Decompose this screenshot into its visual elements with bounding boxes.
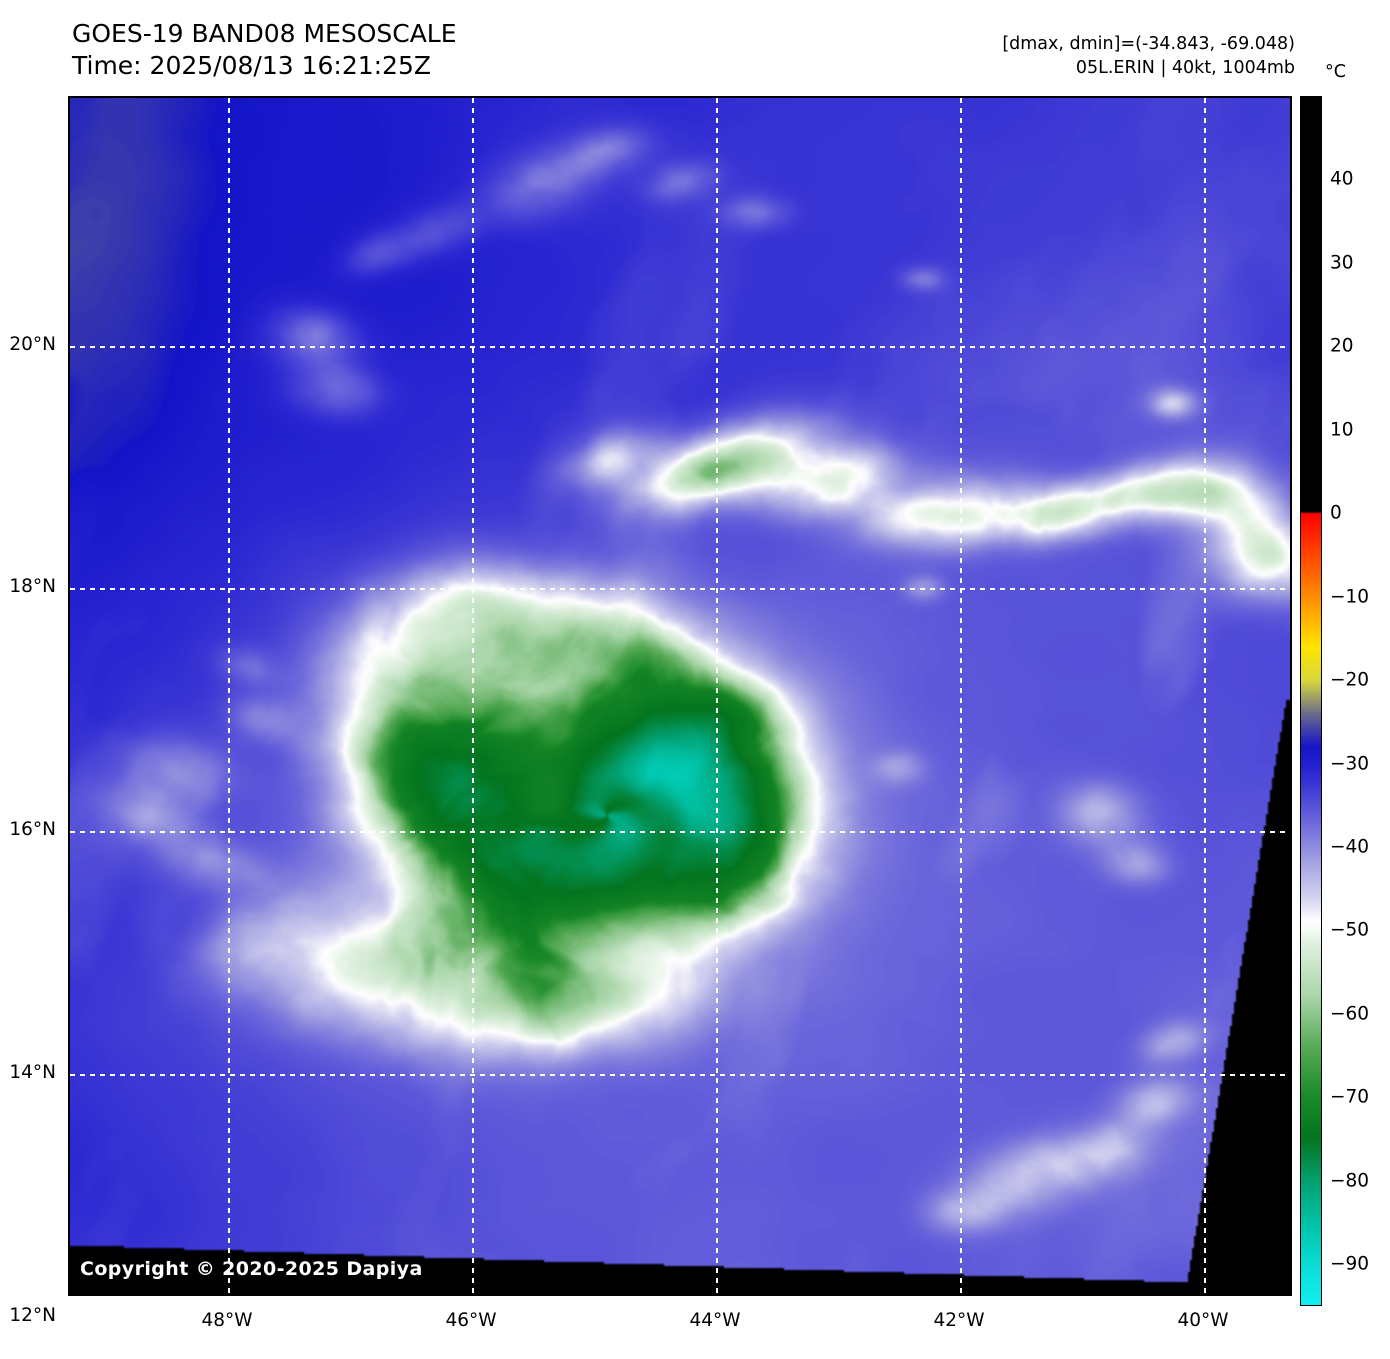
colorbar-tick-6: −20 <box>1330 669 1370 691</box>
colorbar-tick-3: 10 <box>1330 419 1354 441</box>
colorbar-tick-10: −60 <box>1330 1003 1370 1025</box>
longitude-tick-2: 44°W <box>689 1310 741 1331</box>
storm-info-label: 05L.ERIN | 40kt, 1004mb <box>1075 58 1295 78</box>
latitude-tick-0: 20°N <box>9 334 56 355</box>
colorbar-tick-13: −90 <box>1330 1253 1370 1275</box>
longitude-tick-0: 48°W <box>201 1310 253 1331</box>
header-left-block: GOES-19 BAND08 MESOSCALE Time: 2025/08/1… <box>72 18 457 82</box>
latitude-tick-4: 12°N <box>9 1305 56 1326</box>
colorbar-unit-label: °C <box>1325 62 1346 82</box>
header-right-block: [dmax, dmin]=(-34.843, -69.048) 05L.ERIN… <box>1002 32 1295 80</box>
copyright-label: Copyright © 2020-2025 Dapiya <box>80 1258 423 1280</box>
colorbar-tick-0: 40 <box>1330 168 1354 190</box>
colorbar-tick-9: −50 <box>1330 919 1370 941</box>
colorbar-tick-12: −80 <box>1330 1170 1370 1192</box>
colorbar-tick-2: 20 <box>1330 335 1354 357</box>
colorbar-tick-11: −70 <box>1330 1086 1370 1108</box>
latitude-tick-3: 14°N <box>9 1062 56 1083</box>
colorbar-tick-4: 0 <box>1330 502 1342 524</box>
colorbar-tick-5: −10 <box>1330 586 1370 608</box>
data-range-label: [dmax, dmin]=(-34.843, -69.048) <box>1002 34 1295 54</box>
colorbar-tick-7: −30 <box>1330 753 1370 775</box>
latitude-tick-1: 18°N <box>9 576 56 597</box>
page-title: GOES-19 BAND08 MESOSCALE <box>72 19 457 48</box>
timestamp-label: Time: 2025/08/13 16:21:25Z <box>72 51 431 80</box>
colorbar-tick-8: −40 <box>1330 836 1370 858</box>
colorbar-container[interactable]: 40 30 20 10 0 −10 −20 −30 −40 −50 −60 −70 −80 −90 <box>1300 96 1369 1308</box>
longitude-tick-4: 40°W <box>1177 1310 1229 1331</box>
satellite-image-plot[interactable]: Copyright © 2020-2025 Dapiya <box>68 96 1292 1296</box>
satellite-imagery-canvas <box>70 98 1290 1294</box>
longitude-tick-1: 46°W <box>445 1310 497 1331</box>
colorbar-gradient <box>1300 96 1322 1306</box>
latitude-tick-2: 16°N <box>9 819 56 840</box>
longitude-tick-3: 42°W <box>933 1310 985 1331</box>
colorbar-tick-1: 30 <box>1330 252 1354 274</box>
